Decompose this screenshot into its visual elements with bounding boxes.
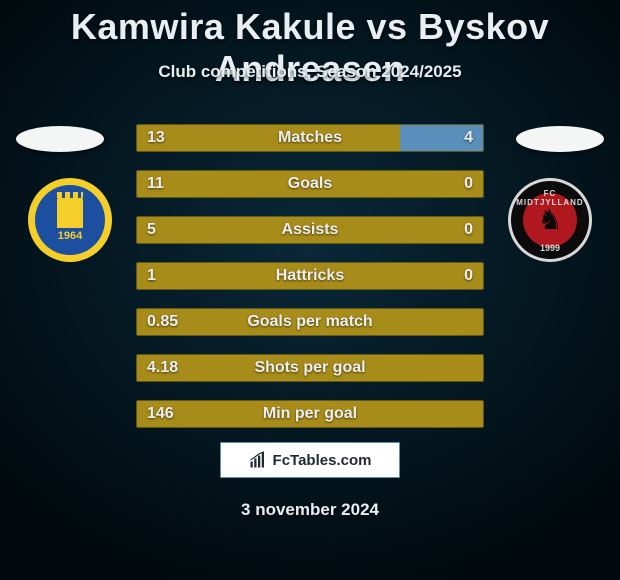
wolf-icon: ♞ [537, 206, 562, 234]
stat-value-right: 0 [464, 263, 473, 289]
stat-label: Goals per match [137, 309, 483, 335]
stat-value-right: 0 [464, 217, 473, 243]
brondby-tower-icon [57, 198, 83, 228]
stat-value-right: 4 [464, 125, 473, 151]
brondby-logo-inner: 1964 [35, 185, 105, 255]
stat-label: Matches [137, 125, 483, 151]
stat-row: 13Matches4 [136, 124, 484, 152]
team-logo-left: 1964 [28, 178, 112, 262]
stat-label: Hattricks [137, 263, 483, 289]
date-text: 3 november 2024 [0, 500, 620, 520]
stat-row: 146Min per goal [136, 400, 484, 428]
brondby-logo-outer: 1964 [28, 178, 112, 262]
comparison-card: Kamwira Kakule vs Byskov Andreasen Club … [0, 0, 620, 580]
brand-badge: FcTables.com [220, 442, 400, 478]
page-subtitle: Club competitions, Season 2024/2025 [0, 62, 620, 82]
stats-bars: 13Matches4 11Goals0 5Assists0 1Hattricks0 0.… [136, 124, 484, 446]
stat-value-right: 0 [464, 171, 473, 197]
stat-label: Goals [137, 171, 483, 197]
stat-row: 4.18Shots per goal [136, 354, 484, 382]
stat-row: 5Assists0 [136, 216, 484, 244]
stat-label: Shots per goal [137, 355, 483, 381]
midtjylland-top-text: FC MIDTJYLLAND [511, 189, 589, 207]
brand-text: FcTables.com [273, 452, 372, 469]
team-logo-right: FC MIDTJYLLAND ♞ 1999 [508, 178, 592, 262]
player-plinth-left [16, 126, 104, 152]
stat-row: 11Goals0 [136, 170, 484, 198]
stat-row: 1Hattricks0 [136, 262, 484, 290]
stat-row: 0.85Goals per match [136, 308, 484, 336]
midtjylland-year: 1999 [511, 243, 589, 253]
chart-icon [249, 451, 267, 469]
midtjylland-logo-outer: FC MIDTJYLLAND ♞ 1999 [508, 178, 592, 262]
stat-label: Min per goal [137, 401, 483, 427]
player-plinth-right [516, 126, 604, 152]
stat-label: Assists [137, 217, 483, 243]
brondby-year: 1964 [58, 230, 82, 242]
